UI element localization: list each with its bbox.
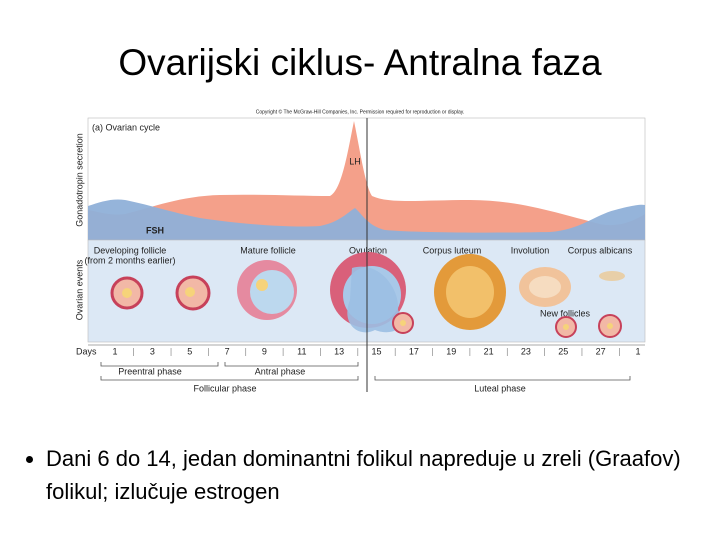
stage-label: Corpus albicans (568, 245, 633, 255)
y-label: Ovarian events (74, 259, 84, 320)
lh-area (88, 121, 645, 240)
day-label: 3 (150, 346, 155, 356)
stage-label: Developing follicle (94, 245, 167, 255)
bullet: Dani 6 do 14, jedan dominantni folikul n… (46, 442, 720, 508)
stage-label: (from 2 months earlier) (84, 255, 175, 265)
panel-title: (a) Ovarian cycle (92, 122, 160, 132)
phase-label: Preentral phase (118, 366, 182, 376)
day-label: 11 (297, 346, 306, 356)
copyright: Copyright © The McGraw-Hill Companies, I… (256, 108, 465, 115)
day-label: 23 (521, 346, 531, 356)
phase-label: Follicular phase (193, 383, 256, 393)
fsh-area (88, 199, 645, 240)
slide-title: Ovarijski ciklus- Antralna faza (118, 42, 602, 83)
stage-label: New follicles (540, 308, 591, 318)
day-label: 13 (334, 346, 344, 356)
day-label: 17 (409, 346, 419, 356)
stage-label: Corpus luteum (423, 245, 482, 255)
day-label: 7 (225, 346, 230, 356)
stage-label: Ovulation (349, 245, 387, 255)
days: 1 3 5 7 9 11 13 15 17 19 21 23 25 27 1 (112, 346, 640, 356)
day-label: 5 (187, 346, 192, 356)
phase-brackets (100, 362, 631, 381)
day-label: 1 (635, 346, 640, 356)
phase-label: Luteal phase (474, 383, 526, 393)
fsh-label: FSH (146, 225, 164, 235)
day-label: 9 (262, 346, 267, 356)
bullet-list: Dani 6 do 14, jedan dominantni folikul n… (18, 442, 720, 508)
stage-label: Mature follicle (240, 245, 296, 255)
lh-label: LH (349, 156, 361, 166)
day-label: 1 (112, 346, 117, 356)
day-label: 19 (446, 346, 456, 356)
days-label: Days (76, 346, 97, 356)
stage-label: Involution (511, 245, 550, 255)
day-label: 27 (596, 346, 606, 356)
phase-label: Antral phase (255, 366, 306, 376)
day-label: 21 (484, 346, 494, 356)
day-label: 15 (371, 346, 381, 356)
y-label: Gonadotropin secretion (74, 133, 84, 227)
day-label: 25 (558, 346, 568, 356)
follicles (110, 252, 625, 338)
